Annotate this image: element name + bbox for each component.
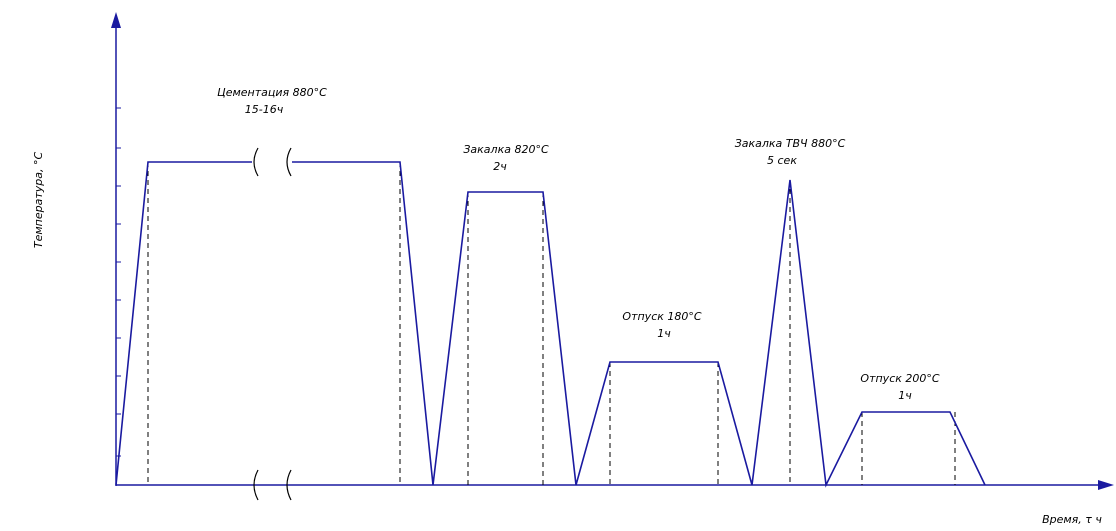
annotation: Отпуск 180°С — [622, 310, 701, 323]
annotation: 15-16ч — [245, 103, 284, 116]
y-arrow — [111, 12, 121, 28]
temperature-profile — [116, 162, 985, 485]
annotation: 1ч — [657, 327, 671, 340]
axis-breaks — [254, 148, 291, 500]
axes — [111, 12, 1114, 490]
x-axis-label: Время, τ ч — [1042, 513, 1102, 526]
annotation: 2ч — [493, 160, 507, 173]
diagram: Температура, °С Время, τ ч Цементация 88… — [0, 0, 1116, 531]
annotation: Отпуск 200°С — [860, 372, 939, 385]
x-arrow — [1098, 480, 1114, 490]
annotation: Закалка 820°С — [463, 143, 549, 156]
annotation: Закалка ТВЧ 880°С — [735, 137, 846, 150]
annotation: Цементация 880°С — [217, 86, 327, 99]
annotation: 5 сек — [767, 154, 797, 167]
dashed-guides — [148, 162, 955, 485]
y-axis-label: Температура, °С — [32, 152, 45, 249]
annotation: 1ч — [898, 389, 912, 402]
